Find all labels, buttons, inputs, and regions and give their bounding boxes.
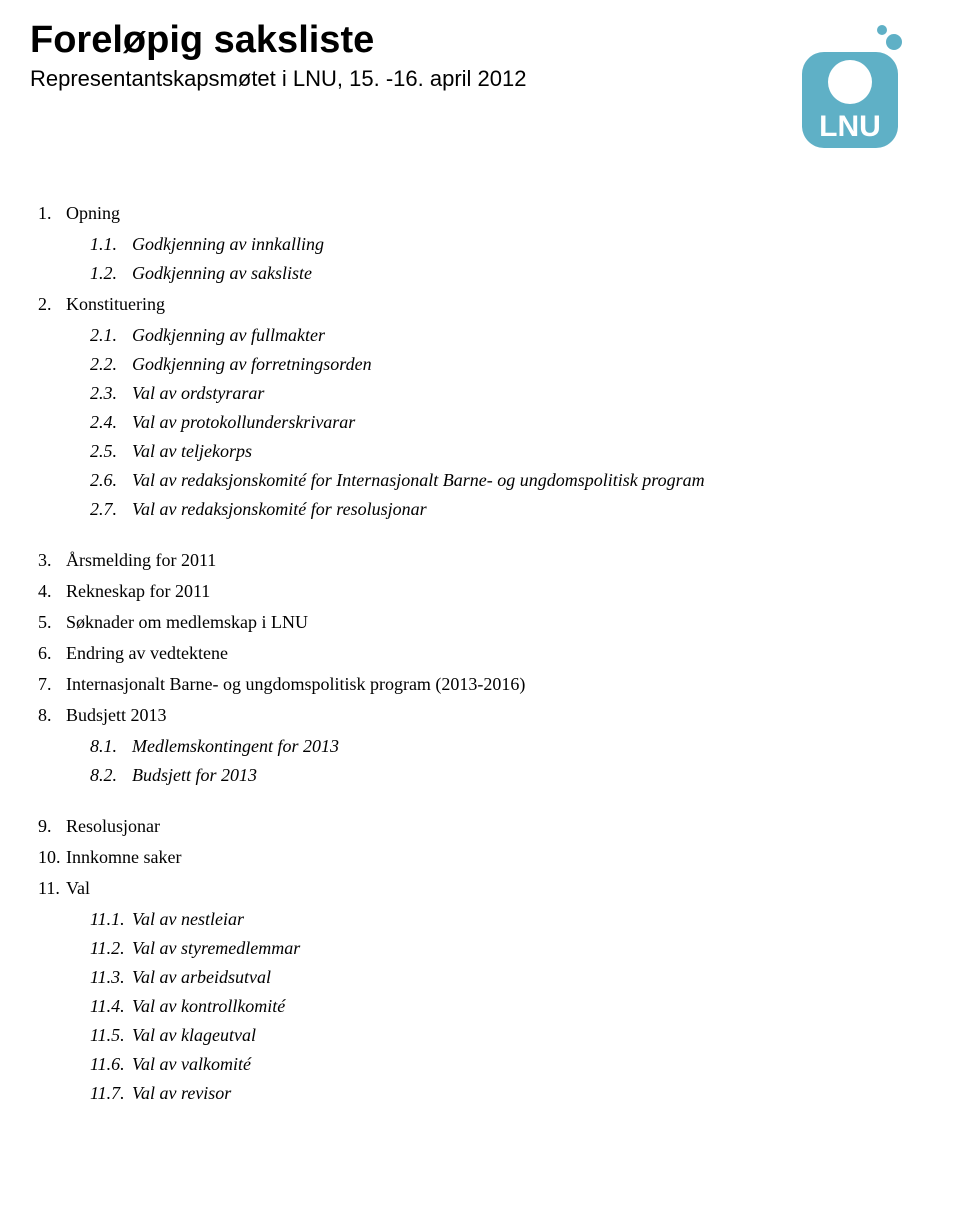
item-number: 7. — [38, 671, 66, 698]
item-text: Budsjett for 2013 — [132, 765, 257, 785]
section-gap — [30, 791, 910, 809]
item-number: 9. — [38, 813, 66, 840]
item-number: 1.2. — [90, 260, 132, 287]
agenda-subitem: 8.2.Budsjett for 2013 — [30, 762, 910, 789]
agenda-subitem: 8.1.Medlemskontingent for 2013 — [30, 733, 910, 760]
item-number: 6. — [38, 640, 66, 667]
agenda-item: 6.Endring av vedtektene — [30, 640, 910, 667]
item-number: 2.7. — [90, 496, 132, 523]
item-text: Val av arbeidsutval — [132, 967, 271, 987]
agenda-subitem: 11.3.Val av arbeidsutval — [30, 964, 910, 991]
item-text: Konstituering — [66, 294, 165, 314]
agenda-subitem: 2.2.Godkjenning av forretningsorden — [30, 351, 910, 378]
item-text: Val av redaksjonskomité for Internasjona… — [132, 470, 705, 490]
item-number: 2.2. — [90, 351, 132, 378]
agenda-item: 7.Internasjonalt Barne- og ungdomspoliti… — [30, 671, 910, 698]
item-text: Val — [66, 878, 90, 898]
item-number: 8. — [38, 702, 66, 729]
item-number: 10. — [38, 844, 66, 871]
header-row: Foreløpig saksliste Representantskapsmøt… — [30, 20, 910, 160]
item-text: Opning — [66, 203, 120, 223]
agenda-subitem: 11.2.Val av styremedlemmar — [30, 935, 910, 962]
item-text: Godkjenning av fullmakter — [132, 325, 325, 345]
agenda-subitem: 2.3.Val av ordstyrarar — [30, 380, 910, 407]
page: Foreløpig saksliste Representantskapsmøt… — [0, 0, 960, 1149]
item-text: Godkjenning av saksliste — [132, 263, 312, 283]
item-text: Val av redaksjonskomité for resolusjonar — [132, 499, 427, 519]
agenda-subitem: 11.4.Val av kontrollkomité — [30, 993, 910, 1020]
item-number: 11.4. — [90, 993, 132, 1020]
item-number: 11.3. — [90, 964, 132, 991]
item-number: 2.3. — [90, 380, 132, 407]
item-text: Medlemskontingent for 2013 — [132, 736, 339, 756]
agenda-item: 9.Resolusjonar — [30, 813, 910, 840]
item-text: Rekneskap for 2011 — [66, 581, 210, 601]
item-number: 8.2. — [90, 762, 132, 789]
item-number: 1.1. — [90, 231, 132, 258]
agenda-item: 8.Budsjett 2013 — [30, 702, 910, 729]
agenda-item: 3.Årsmelding for 2011 — [30, 547, 910, 574]
item-text: Endring av vedtektene — [66, 643, 228, 663]
item-text: Val av valkomité — [132, 1054, 251, 1074]
agenda-subitem: 2.1.Godkjenning av fullmakter — [30, 322, 910, 349]
agenda-item: 5.Søknader om medlemskap i LNU — [30, 609, 910, 636]
item-number: 11.6. — [90, 1051, 132, 1078]
item-number: 1. — [38, 200, 66, 227]
item-text: Val av protokollunderskrivarar — [132, 412, 355, 432]
agenda-subitem: 11.6.Val av valkomité — [30, 1051, 910, 1078]
item-text: Innkomne saker — [66, 847, 181, 867]
agenda-subitem: 2.5.Val av teljekorps — [30, 438, 910, 465]
item-number: 11.2. — [90, 935, 132, 962]
agenda-list: 1.Opning 1.1.Godkjenning av innkalling 1… — [30, 200, 910, 1107]
item-number: 8.1. — [90, 733, 132, 760]
agenda-subitem: 2.6.Val av redaksjonskomité for Internas… — [30, 467, 910, 494]
document-subtitle: Representantskapsmøtet i LNU, 15. -16. a… — [30, 66, 770, 92]
item-number: 2.5. — [90, 438, 132, 465]
item-text: Val av ordstyrarar — [132, 383, 264, 403]
item-text: Godkjenning av innkalling — [132, 234, 324, 254]
agenda-item: 2.Konstituering — [30, 291, 910, 318]
item-number: 11.7. — [90, 1080, 132, 1107]
agenda-item: 10.Innkomne saker — [30, 844, 910, 871]
item-number: 2.6. — [90, 467, 132, 494]
item-text: Val av teljekorps — [132, 441, 252, 461]
item-number: 2.1. — [90, 322, 132, 349]
agenda-subitem: 1.2.Godkjenning av saksliste — [30, 260, 910, 287]
agenda-subitem: 11.7.Val av revisor — [30, 1080, 910, 1107]
item-text: Val av klageutval — [132, 1025, 256, 1045]
item-text: Val av revisor — [132, 1083, 231, 1103]
item-text: Budsjett 2013 — [66, 705, 167, 725]
document-title: Foreløpig saksliste — [30, 20, 770, 62]
section-gap — [30, 525, 910, 543]
svg-text:LNU: LNU — [819, 110, 881, 143]
item-number: 5. — [38, 609, 66, 636]
item-number: 11.5. — [90, 1022, 132, 1049]
item-number: 4. — [38, 578, 66, 605]
item-text: Val av styremedlemmar — [132, 938, 300, 958]
header-text: Foreløpig saksliste Representantskapsmøt… — [30, 20, 770, 92]
item-text: Internasjonalt Barne- og ungdomspolitisk… — [66, 674, 525, 694]
item-text: Godkjenning av forretningsorden — [132, 354, 372, 374]
item-text: Søknader om medlemskap i LNU — [66, 612, 308, 632]
item-number: 11. — [38, 875, 66, 902]
item-text: Resolusjonar — [66, 816, 160, 836]
item-number: 2. — [38, 291, 66, 318]
agenda-subitem: 2.7.Val av redaksjonskomité for resolusj… — [30, 496, 910, 523]
agenda-subitem: 11.5.Val av klageutval — [30, 1022, 910, 1049]
item-number: 2.4. — [90, 409, 132, 436]
item-number: 3. — [38, 547, 66, 574]
agenda-item: 1.Opning — [30, 200, 910, 227]
item-text: Årsmelding for 2011 — [66, 550, 216, 570]
item-number: 11.1. — [90, 906, 132, 933]
lnu-logo: LNU — [790, 20, 910, 160]
agenda-subitem: 11.1.Val av nestleiar — [30, 906, 910, 933]
agenda-subitem: 2.4.Val av protokollunderskrivarar — [30, 409, 910, 436]
item-text: Val av nestleiar — [132, 909, 244, 929]
item-text: Val av kontrollkomité — [132, 996, 285, 1016]
agenda-item: 11.Val — [30, 875, 910, 902]
agenda-item: 4.Rekneskap for 2011 — [30, 578, 910, 605]
agenda-subitem: 1.1.Godkjenning av innkalling — [30, 231, 910, 258]
